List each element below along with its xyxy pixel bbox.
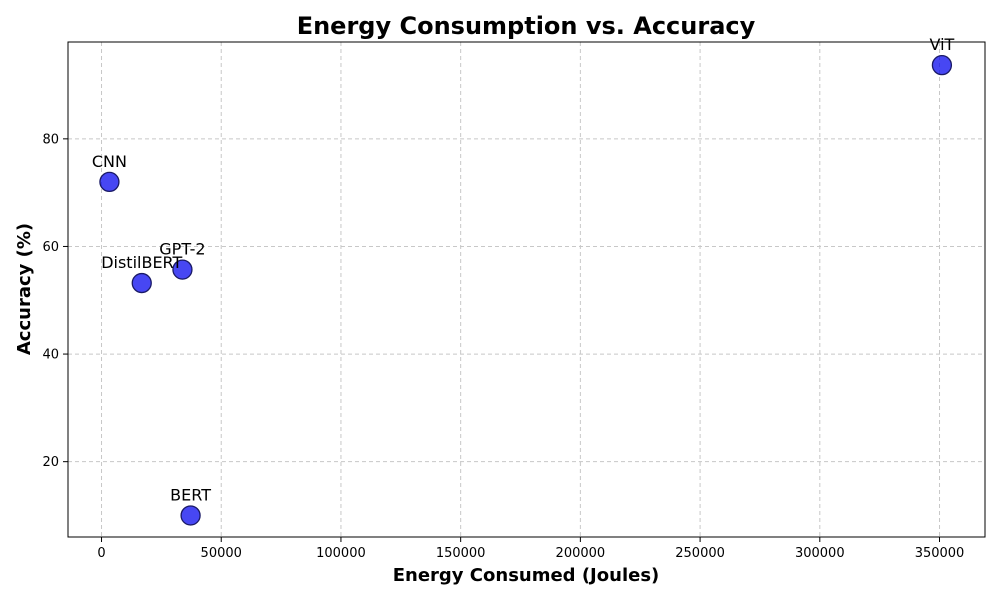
x-axis-label: Energy Consumed (Joules) <box>393 565 660 586</box>
scatter-point <box>180 505 201 526</box>
point-label: BERT <box>170 485 211 504</box>
data-point-vit: ViT <box>929 35 955 76</box>
x-tick-label: 50000 <box>201 546 242 561</box>
scatter-point <box>931 54 953 76</box>
data-point-gpt-2: GPT-2 <box>159 240 206 280</box>
axes-ticks: 0 50000 100000 150000 200000 250000 300000 3500… <box>42 132 964 561</box>
scatter-point <box>172 259 193 280</box>
plot-area <box>67 41 986 538</box>
x-tick-label: 350000 <box>915 546 965 561</box>
scatter-point <box>131 272 152 294</box>
y-tick-label: 40 <box>42 348 59 363</box>
point-label: GPT-2 <box>159 240 205 259</box>
point-label: ViT <box>929 35 954 54</box>
data-point-bert: BERT <box>170 485 211 526</box>
grid <box>68 42 985 537</box>
x-tick-label: 300000 <box>795 546 845 561</box>
data-point-distilbert: DistilBERT <box>101 253 183 294</box>
x-tick-label: 200000 <box>556 546 606 561</box>
point-label: DistilBERT <box>101 253 182 272</box>
x-tick-label: 100000 <box>316 546 366 561</box>
y-tick-label: 60 <box>42 240 59 255</box>
y-tick-label: 20 <box>42 455 59 470</box>
point-label: CNN <box>92 152 127 171</box>
scatter-point <box>99 171 120 193</box>
y-axis-label: Accuracy (%) <box>14 223 35 355</box>
data-point-cnn: CNN <box>92 152 127 193</box>
x-tick-label: 0 <box>97 546 105 561</box>
x-tick-label: 250000 <box>675 546 725 561</box>
x-tick-label: 150000 <box>436 546 486 561</box>
chart-title: Energy Consumption vs. Accuracy <box>297 12 756 40</box>
y-tick-label: 80 <box>42 132 59 147</box>
